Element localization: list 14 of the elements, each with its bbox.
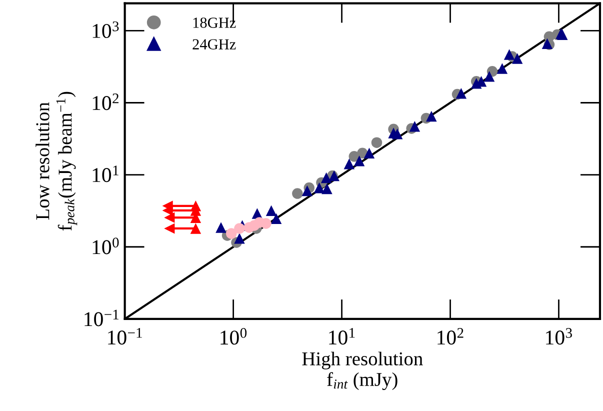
x-tick-label: 10$^{0}$ [220, 328, 247, 345]
legend-label: 24GHz [192, 39, 236, 50]
y-tick-label: 10$^{2}$ [92, 94, 118, 110]
y-tick-label: 10$^{1}$ [92, 166, 118, 182]
x-axis-title: High resolution f$_{int}$ (mJy) [302, 352, 423, 390]
y-tick-label: 10$^{3}$ [92, 21, 119, 38]
legend-label: 18GHz [193, 18, 236, 28]
x-tick-label: 10$^{3}$ [546, 328, 572, 345]
x-tick-label: 10$^{2}$ [438, 328, 464, 345]
x-tick-label: 10$^{−1}$ [108, 328, 142, 345]
y-axis-title: Low resolution f$_{peak}$(mJy beam$^{−1}$) [36, 92, 78, 231]
x-tick-label: 10$^{1}$ [329, 328, 355, 345]
y-tick-label: 10$^{−1}$ [84, 310, 119, 326]
y-tick-label: 10$^{0}$ [92, 238, 119, 254]
